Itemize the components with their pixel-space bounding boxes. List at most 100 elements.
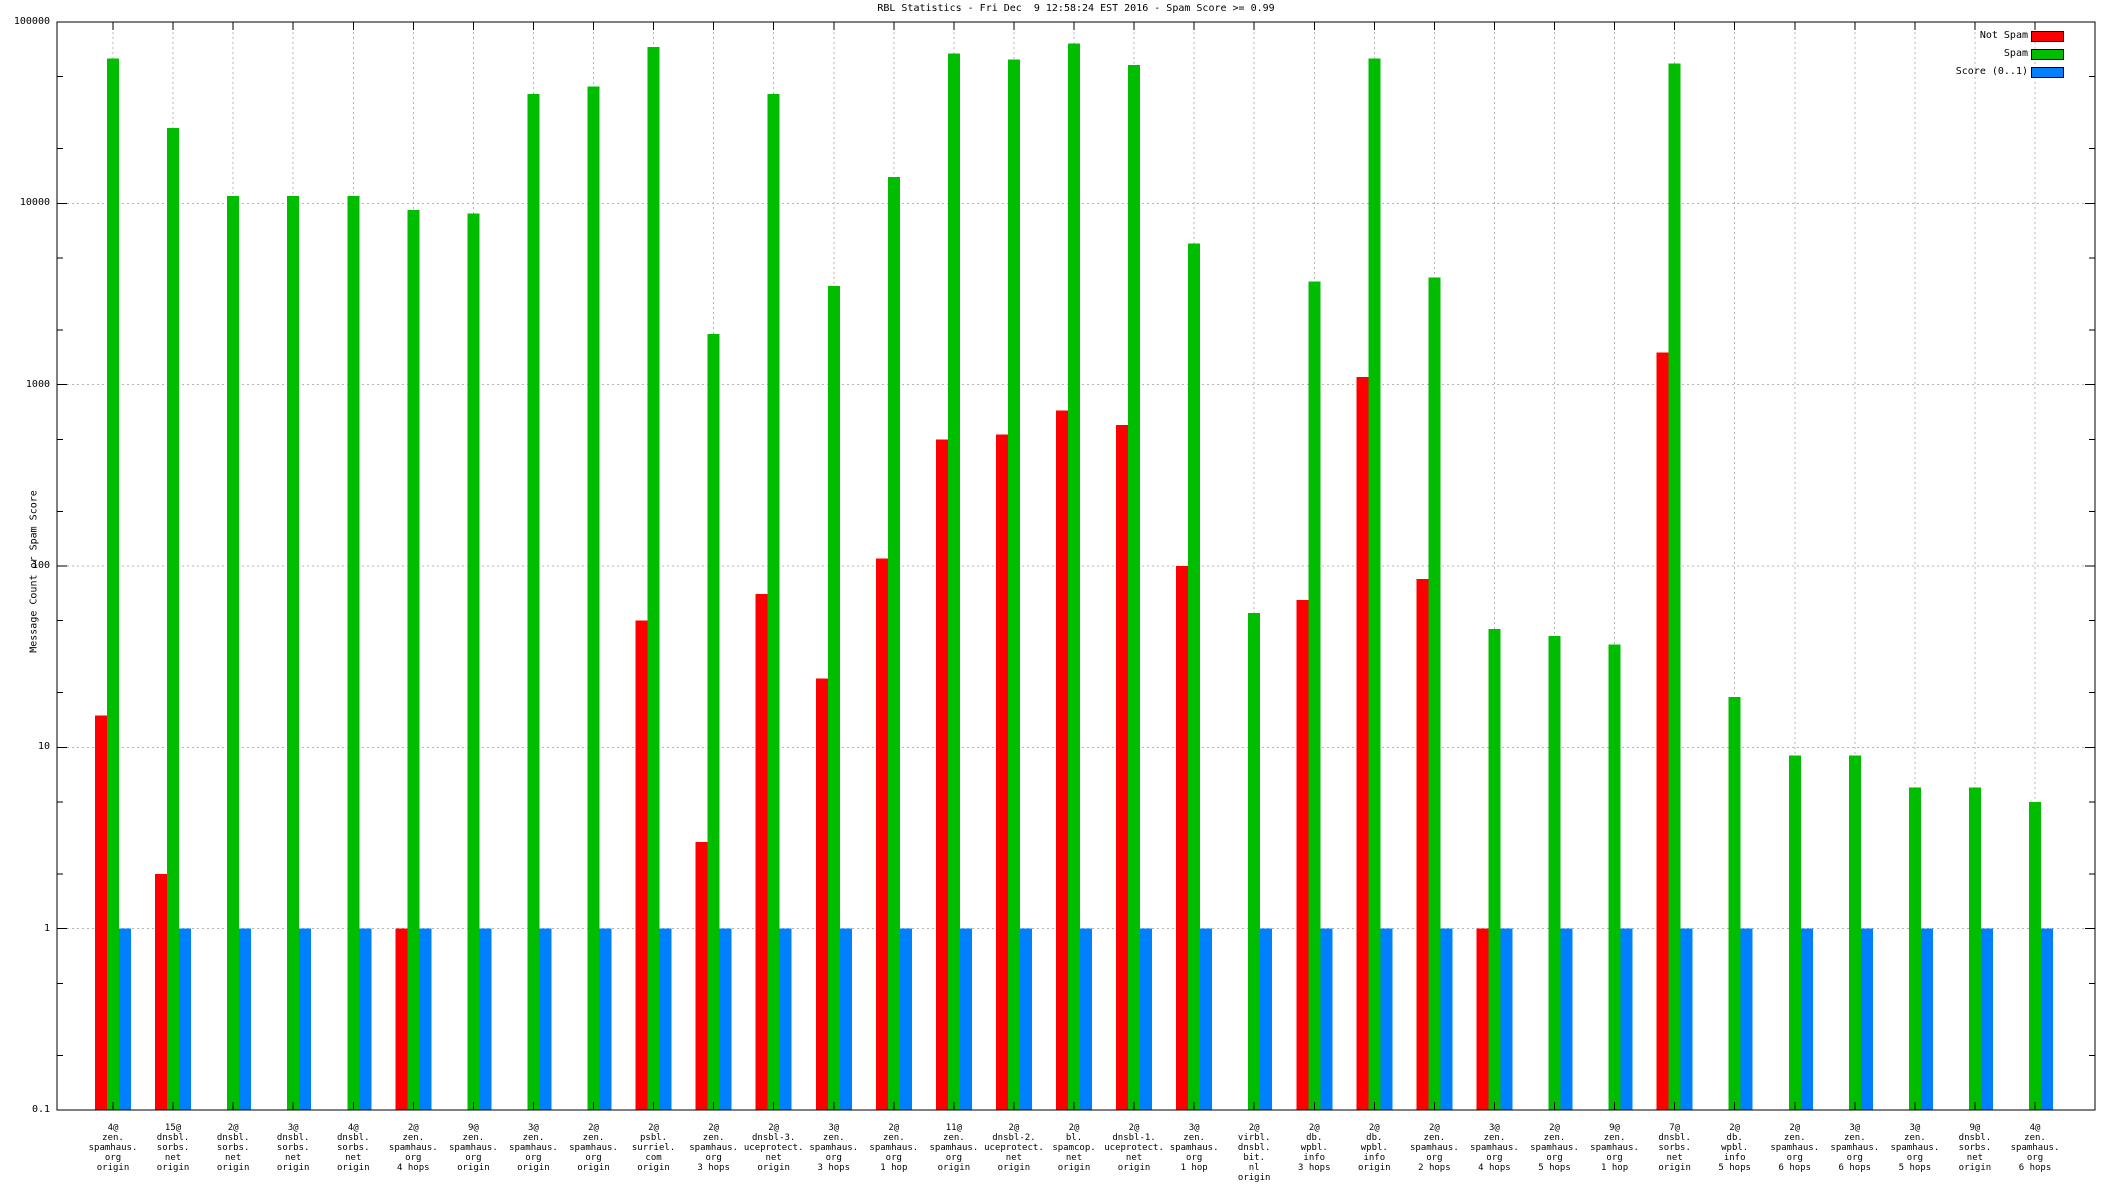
x-category-label: 3@ zen. spamhaus. org origin: [509, 1123, 558, 1173]
bar-spam: [347, 195, 360, 1111]
x-category-label: 9@ zen. spamhaus. org 1 hop: [1590, 1123, 1639, 1173]
x-category-label: 3@ zen. spamhaus. org 3 hops: [809, 1123, 859, 1173]
x-category-label: 2@ psbl. surriel. com origin: [631, 1123, 676, 1173]
bar-spam: [407, 209, 420, 1110]
x-category-label: 2@ zen. spamhaus. org origin: [569, 1123, 618, 1173]
bar-spam: [1668, 63, 1681, 1111]
bar-spam: [1248, 613, 1261, 1110]
bar-score-0-1: [839, 928, 852, 1110]
y-tick-label: 1000: [25, 378, 50, 390]
bar-spam: [287, 195, 300, 1111]
bar-spam: [107, 58, 119, 1110]
bar-score-0-1: [599, 928, 612, 1110]
y-axis-label: Message Count or Spam Score: [28, 490, 40, 653]
bar-score-0-1: [1200, 928, 1213, 1110]
chart-title: RBL Statistics - Fri Dec 9 12:58:24 EST …: [877, 3, 1275, 14]
y-tick-label: 10: [37, 741, 50, 753]
bar-spam: [467, 213, 480, 1110]
bar-not-spam: [635, 620, 648, 1110]
bar-spam: [227, 195, 240, 1111]
bar-not-spam: [1296, 599, 1309, 1110]
bar-spam: [647, 46, 660, 1110]
bar-not-spam: [95, 715, 107, 1110]
bar-score-0-1: [1260, 928, 1273, 1110]
x-category-label: 3@ zen. spamhaus. org 1 hop: [1169, 1123, 1219, 1173]
bar-score-0-1: [719, 928, 732, 1110]
bar-not-spam: [1476, 928, 1489, 1110]
bar-spam: [587, 86, 600, 1110]
bar-spam: [1608, 644, 1621, 1110]
bar-score-0-1: [1980, 928, 1993, 1110]
bar-spam: [1428, 277, 1441, 1110]
bar-score-0-1: [659, 928, 672, 1110]
x-category-label: 4@ dnsbl. sorbs. net origin: [336, 1123, 370, 1173]
x-category-label: 2@ dnsbl-3. uceprotect. net origin: [743, 1123, 804, 1173]
bar-spam: [167, 128, 180, 1111]
bar-not-spam: [875, 558, 888, 1110]
bar-spam: [1488, 628, 1501, 1110]
bar-not-spam: [155, 874, 168, 1110]
y-tick-label: 1: [43, 922, 50, 934]
y-tick-label: 10000: [19, 197, 50, 209]
x-category-label: 9@ dnsbl. sorbs. net origin: [1958, 1123, 1992, 1173]
bar-score-0-1: [539, 928, 552, 1110]
bar-not-spam: [1176, 566, 1189, 1110]
bar-score-0-1: [1860, 928, 1873, 1110]
bar-score-0-1: [779, 928, 792, 1110]
bar-score-0-1: [1500, 928, 1513, 1110]
bar-score-0-1: [1380, 928, 1393, 1110]
x-category-label: 2@ zen. spamhaus. org 3 hops: [689, 1123, 739, 1173]
bar-spam: [1308, 281, 1321, 1111]
x-category-label: 2@ zen. spamhaus. org 4 hops: [388, 1123, 438, 1173]
x-category-label: 3@ dnsbl. sorbs. net origin: [276, 1123, 310, 1173]
bar-spam: [1368, 58, 1381, 1110]
x-category-label: 2@ dnsbl. sorbs. net origin: [216, 1123, 250, 1173]
bar-spam: [1908, 787, 1921, 1110]
bar-score-0-1: [179, 928, 192, 1110]
x-category-label: 2@ dnsbl-1. uceprotect. net origin: [1104, 1123, 1164, 1173]
bar-score-0-1: [2041, 928, 2053, 1110]
bar-score-0-1: [1140, 928, 1153, 1110]
bar-spam: [1007, 59, 1020, 1111]
x-category-label: 15@ dnsbl. sorbs. net origin: [156, 1123, 190, 1173]
bar-not-spam: [395, 928, 408, 1110]
x-category-label: 11@ zen. spamhaus. org origin: [929, 1123, 979, 1173]
legend-label-not-spam: Not Spam: [1979, 30, 2028, 41]
x-category-label: 3@ zen. spamhaus. org 5 hops: [1890, 1123, 1940, 1173]
bar-spam: [827, 286, 840, 1110]
x-category-label: 2@ db. wpbl. info 3 hops: [1297, 1123, 1331, 1173]
bar-spam: [1548, 636, 1561, 1110]
x-category-label: 2@ db. wpbl. info origin: [1358, 1123, 1391, 1173]
bar-score-0-1: [419, 928, 432, 1110]
x-category-label: 3@ zen. spamhaus. org 4 hops: [1470, 1123, 1519, 1173]
bar-not-spam: [1356, 377, 1369, 1110]
x-category-label: 4@ zen. spamhaus. org origin: [88, 1123, 138, 1173]
bar-spam: [947, 53, 960, 1110]
x-category-label: 2@ zen. spamhaus. org 6 hops: [1770, 1123, 1820, 1173]
legend-label-score: Score (0..1): [1955, 66, 2028, 77]
bar-not-spam: [1656, 352, 1669, 1110]
bar-spam: [1128, 64, 1141, 1110]
x-category-label: 2@ virbl. dnsbl. bit. nl origin: [1237, 1123, 1271, 1183]
x-category-label: 2@ zen. spamhaus. org 5 hops: [1530, 1123, 1579, 1173]
bar-spam: [707, 334, 720, 1111]
bar-not-spam: [935, 439, 948, 1110]
bar-score-0-1: [359, 928, 372, 1110]
x-category-label: 2@ zen. spamhaus. org 2 hops: [1409, 1123, 1459, 1173]
x-category-label: 2@ zen. spamhaus. org 1 hop: [869, 1123, 919, 1173]
bar-not-spam: [1416, 578, 1429, 1110]
bar-not-spam: [1116, 424, 1129, 1110]
bar-score-0-1: [1920, 928, 1933, 1110]
bar-score-0-1: [899, 928, 912, 1110]
bar-score-0-1: [1620, 928, 1633, 1110]
bar-spam: [1788, 755, 1801, 1110]
bar-spam: [887, 176, 900, 1111]
bar-spam: [767, 94, 780, 1110]
bar-score-0-1: [1320, 928, 1333, 1110]
bar-spam: [1728, 696, 1741, 1110]
bar-score-0-1: [119, 928, 131, 1110]
bar-not-spam: [755, 594, 768, 1110]
bar-score-0-1: [1440, 928, 1453, 1110]
bar-spam: [2029, 801, 2041, 1110]
